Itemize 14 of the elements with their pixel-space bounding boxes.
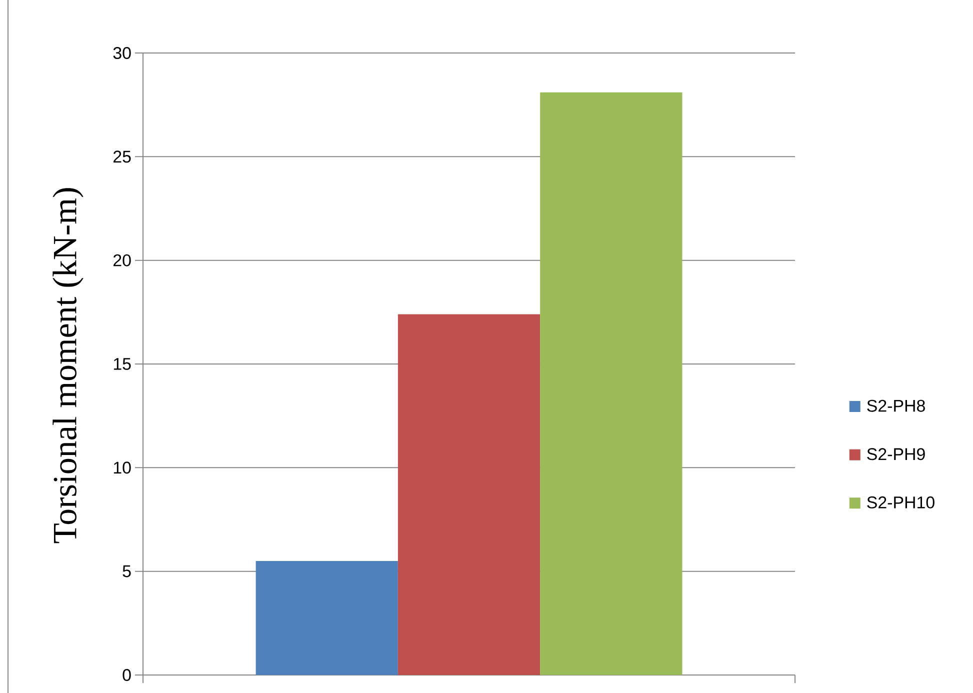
bar (540, 92, 682, 675)
y-tick-label: 15 (114, 358, 131, 370)
y-tick-label: 20 (114, 254, 131, 266)
bar (256, 560, 398, 675)
y-tick-label: 25 (114, 150, 131, 163)
legend-label: S2-PH8 (867, 400, 925, 412)
y-tick-label: 0 (122, 668, 131, 681)
bar (398, 314, 540, 675)
y-tick-label: 30 (113, 46, 131, 59)
y-tick-label: 5 (122, 565, 131, 578)
legend-label: S2-PH9 (867, 448, 925, 460)
legend-label: S2-PH10 (867, 496, 934, 508)
y-tick-label: 10 (114, 462, 131, 474)
y-axis-title: Torsional moment (kN-m) (52, 188, 84, 544)
